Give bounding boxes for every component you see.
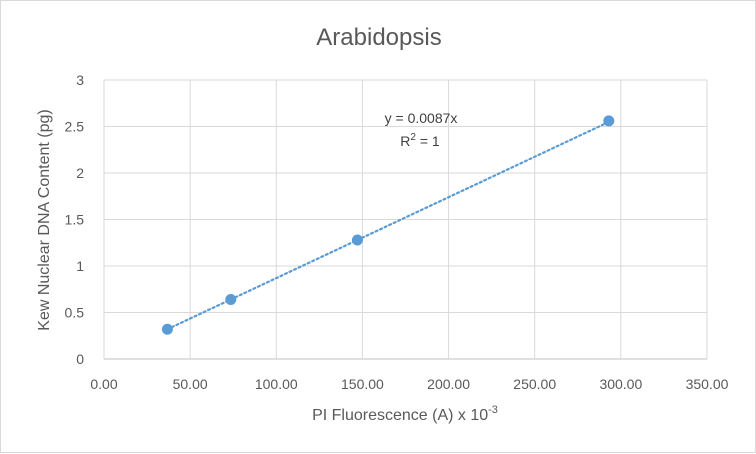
trendline (166, 120, 610, 331)
y-tick-label: 1 (76, 258, 84, 274)
r-squared-value: = 1 (416, 133, 440, 149)
y-tick-label: 3 (76, 72, 84, 88)
x-tick-label: 50.00 (173, 376, 208, 392)
x-axis-title-sup: -3 (488, 404, 498, 416)
r-squared-label: R2 = 1 (400, 132, 440, 149)
x-axis-title-main: PI Fluorescence (A) x 10 (312, 407, 488, 424)
x-tick-label: 0.00 (90, 376, 117, 392)
data-point (603, 115, 615, 127)
x-tick-label: 300.00 (599, 376, 642, 392)
y-tick-labels: 0 0.5 1 1.5 2 2.5 3 (65, 72, 85, 367)
y-tick-label: 1.5 (65, 212, 85, 228)
x-tick-labels: 0.00 50.00 100.00 150.00 200.00 250.00 300.00 3… (90, 376, 728, 392)
r-squared-sup: 2 (410, 132, 416, 143)
data-point (351, 234, 363, 246)
r-squared-r: R (400, 133, 410, 149)
x-tick-label: 150.00 (341, 376, 384, 392)
x-tick-label: 250.00 (513, 376, 556, 392)
y-tick-label: 0.5 (65, 305, 85, 321)
y-axis-title: Kew Nuclear DNA Content (pg) (36, 109, 53, 330)
x-tick-label: 350.00 (686, 376, 729, 392)
data-point (225, 293, 237, 305)
chart-title: Arabidopsis (316, 24, 441, 51)
data-points (161, 115, 615, 335)
x-tick-label: 100.00 (255, 376, 298, 392)
x-axis-title: PI Fluorescence (A) x 10-3 (312, 404, 498, 424)
trendline-layer (166, 120, 610, 331)
x-tick-label: 200.00 (427, 376, 470, 392)
y-tick-label: 2.5 (65, 119, 85, 135)
trendline-equation: y = 0.0087x (385, 110, 458, 126)
y-tick-label: 2 (76, 165, 84, 181)
gridlines (103, 79, 708, 360)
y-tick-label: 0 (76, 351, 84, 367)
data-point (161, 323, 173, 335)
